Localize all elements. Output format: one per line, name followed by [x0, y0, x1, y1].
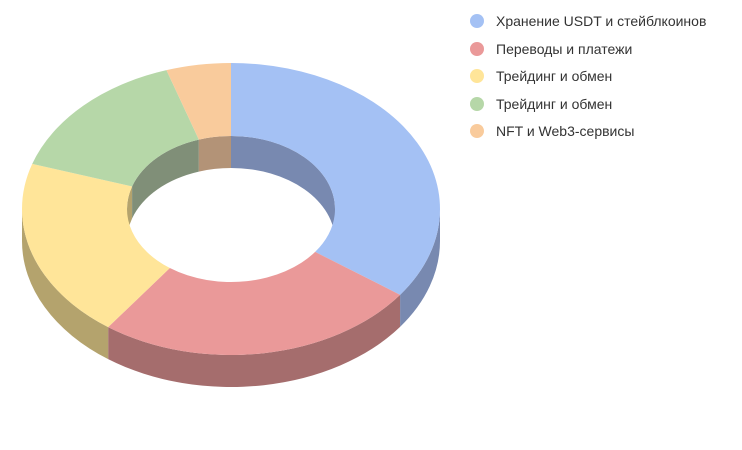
legend-swatch-icon: [470, 96, 484, 111]
legend-item-5[interactable]: NFT и Web3-сервисы: [470, 122, 706, 140]
slice-3[interactable]: [21, 163, 170, 328]
legend-label: NFT и Web3-сервисы: [496, 123, 635, 139]
outer-wall-2: [108, 294, 401, 388]
legend-label: Хранение USDT и стейблкоинов: [496, 13, 707, 29]
legend-item-2[interactable]: Переводы и платежи: [470, 40, 706, 58]
slice-4[interactable]: [32, 70, 199, 187]
legend-swatch-icon: [470, 69, 484, 83]
legend-swatch-icon: [470, 14, 484, 28]
donut-chart: [21, 63, 440, 388]
slice-2[interactable]: [108, 251, 401, 356]
legend-label: Переводы и платежи: [496, 40, 633, 57]
inner-wall-5: [198, 136, 231, 172]
chart-legend: Хранение USDT и стейблкоинов Переводы и п…: [470, 12, 706, 150]
slice-1[interactable]: [231, 63, 440, 295]
legend-swatch-icon: [470, 41, 484, 56]
slice-5[interactable]: [166, 63, 231, 140]
legend-item-3[interactable]: Трейдинг и обмен: [470, 67, 706, 85]
legend-item-4[interactable]: Трейдинг и обмен: [470, 95, 706, 113]
legend-label: Трейдинг и обмен: [496, 95, 613, 112]
outer-wall-3: [21, 209, 109, 360]
legend-label: Трейдинг и обмен: [496, 68, 613, 84]
legend-item-1[interactable]: Хранение USDT и стейблкоинов: [470, 12, 706, 30]
outer-wall-1: [400, 209, 440, 327]
inner-wall-1: [231, 136, 335, 241]
inner-wall-4: [132, 139, 199, 219]
legend-swatch-icon: [470, 124, 484, 138]
